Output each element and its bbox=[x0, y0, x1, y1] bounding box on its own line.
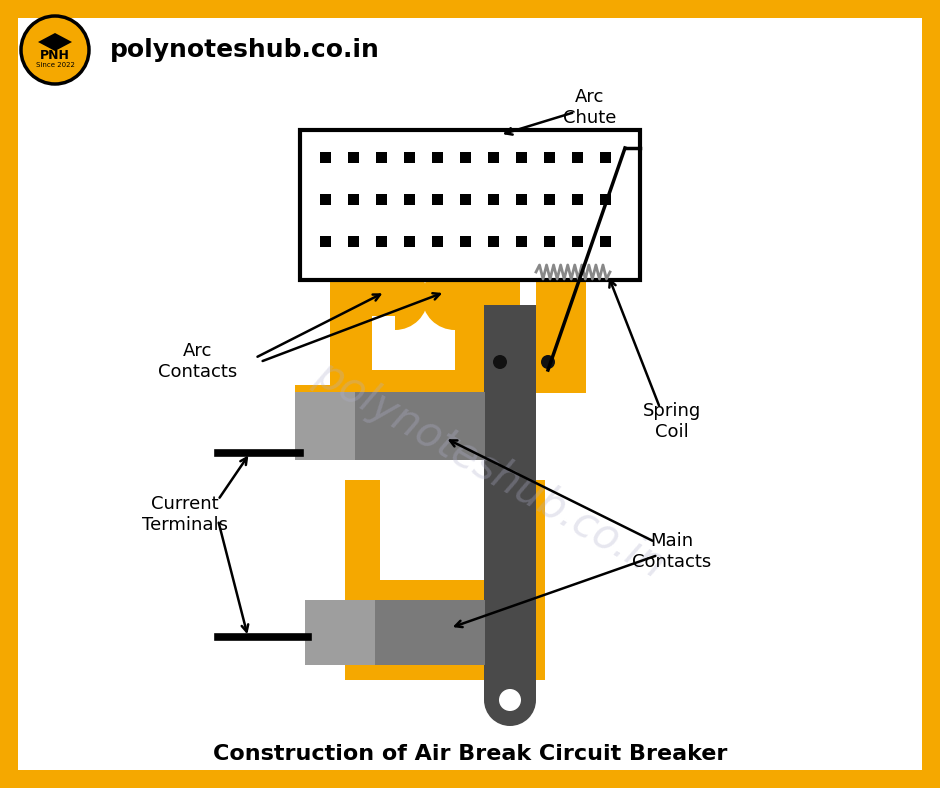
Bar bbox=[404, 152, 415, 163]
Bar bbox=[460, 236, 471, 247]
Bar bbox=[572, 194, 583, 205]
Bar bbox=[376, 152, 387, 163]
Bar bbox=[404, 236, 415, 247]
Circle shape bbox=[541, 355, 555, 369]
Bar bbox=[320, 236, 331, 247]
Bar bbox=[295, 385, 505, 450]
Text: Spring
Coil: Spring Coil bbox=[643, 402, 701, 440]
Bar bbox=[432, 152, 443, 163]
Circle shape bbox=[499, 689, 521, 711]
Bar bbox=[460, 152, 471, 163]
Bar bbox=[488, 152, 499, 163]
Bar bbox=[432, 194, 443, 205]
Bar bbox=[516, 152, 527, 163]
Bar bbox=[516, 236, 527, 247]
Text: polynoteshub.co.in: polynoteshub.co.in bbox=[308, 353, 672, 587]
Bar bbox=[488, 236, 499, 247]
Circle shape bbox=[493, 355, 507, 369]
Bar bbox=[600, 152, 611, 163]
Bar bbox=[572, 236, 583, 247]
Text: polynoteshub.co.in: polynoteshub.co.in bbox=[110, 38, 380, 62]
Text: Main
Contacts: Main Contacts bbox=[633, 532, 712, 571]
Bar bbox=[510, 480, 545, 680]
Text: Current
Terminals: Current Terminals bbox=[142, 495, 228, 533]
Bar bbox=[572, 152, 583, 163]
Bar bbox=[544, 236, 555, 247]
Polygon shape bbox=[38, 33, 72, 51]
Text: PNH: PNH bbox=[40, 49, 70, 61]
Bar bbox=[330, 370, 500, 410]
Bar bbox=[320, 152, 331, 163]
Text: Construction of Air Break Circuit Breaker: Construction of Air Break Circuit Breake… bbox=[212, 744, 728, 764]
Bar bbox=[330, 278, 395, 316]
Bar bbox=[345, 480, 380, 580]
Bar bbox=[330, 390, 365, 425]
Wedge shape bbox=[395, 264, 428, 330]
Bar bbox=[432, 236, 443, 247]
Circle shape bbox=[21, 16, 89, 84]
Bar bbox=[516, 194, 527, 205]
Bar bbox=[320, 194, 331, 205]
Bar bbox=[600, 194, 611, 205]
Bar bbox=[300, 130, 640, 280]
Text: Arc
Contacts: Arc Contacts bbox=[158, 342, 238, 381]
Bar bbox=[348, 236, 359, 247]
Bar bbox=[544, 194, 555, 205]
Bar bbox=[484, 305, 536, 700]
Text: Since 2022: Since 2022 bbox=[36, 62, 74, 68]
Bar bbox=[376, 236, 387, 247]
Bar bbox=[455, 278, 520, 316]
Bar bbox=[600, 236, 611, 247]
Bar bbox=[355, 392, 485, 460]
Bar bbox=[305, 600, 380, 665]
Bar bbox=[375, 600, 485, 665]
Bar bbox=[536, 278, 586, 393]
Bar bbox=[488, 194, 499, 205]
Bar bbox=[544, 152, 555, 163]
Wedge shape bbox=[422, 264, 455, 330]
Text: Arc
Chute: Arc Chute bbox=[563, 88, 617, 127]
Circle shape bbox=[484, 674, 536, 726]
Bar bbox=[348, 194, 359, 205]
Bar bbox=[404, 194, 415, 205]
Bar bbox=[348, 152, 359, 163]
Bar bbox=[460, 194, 471, 205]
Bar bbox=[455, 278, 497, 393]
Bar bbox=[330, 278, 372, 393]
Bar bbox=[376, 194, 387, 205]
Bar bbox=[295, 392, 360, 460]
Bar bbox=[345, 580, 545, 680]
